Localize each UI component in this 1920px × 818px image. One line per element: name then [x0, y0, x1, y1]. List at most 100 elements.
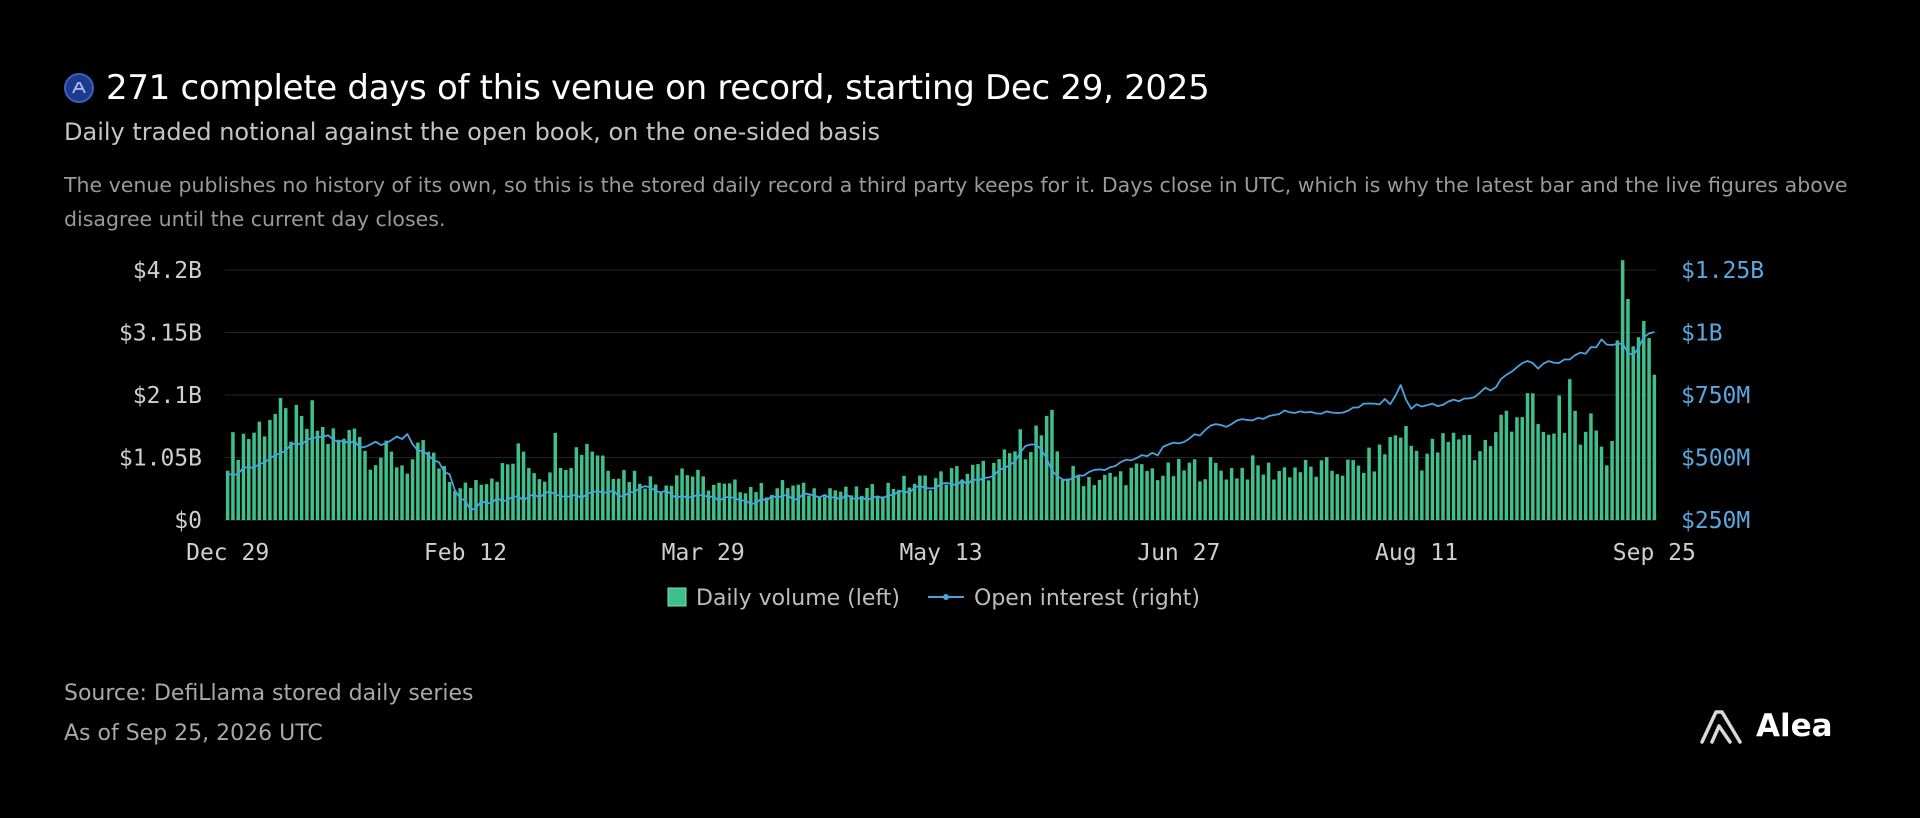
volume-bar: [1383, 454, 1387, 520]
volume-bar: [1499, 414, 1503, 520]
legend-oi-label: Open interest (right): [974, 586, 1200, 611]
chart-footer: Source: DefiLlama stored daily series As…: [64, 674, 474, 754]
volume-bar: [960, 480, 964, 520]
volume-bar: [918, 475, 922, 520]
volume-bar: [854, 486, 859, 520]
volume-bar: [384, 440, 388, 520]
volume-bar: [606, 470, 610, 520]
volume-bar: [1578, 444, 1583, 520]
volume-bar: [738, 492, 742, 520]
volume-bar: [632, 470, 637, 520]
volume-bar: [622, 470, 626, 520]
volume-bar: [648, 476, 653, 520]
volume-bar: [1023, 459, 1028, 520]
volume-bar: [1261, 474, 1266, 520]
volume-bar: [331, 428, 336, 520]
volume-bar: [447, 481, 452, 520]
volume-bar: [1235, 478, 1239, 520]
volume-bar: [373, 465, 378, 520]
volume-bar: [886, 482, 890, 520]
volume-bar: [252, 432, 256, 520]
venue-logo-icon: [64, 73, 94, 103]
alea-logo-icon: [1700, 710, 1742, 744]
volume-bar: [1346, 459, 1350, 520]
volume-bar: [1118, 471, 1123, 520]
volume-bar: [659, 492, 663, 520]
volume-bar: [775, 488, 779, 520]
volume-bar: [294, 404, 299, 520]
volume-bar: [1002, 449, 1007, 520]
legend-volume-swatch: [667, 587, 687, 607]
volume-bar: [1219, 470, 1223, 520]
x-tick-label: Aug 11: [1375, 540, 1458, 566]
volume-bar: [1108, 472, 1112, 520]
title-row: 271 complete days of this venue on recor…: [64, 64, 1864, 112]
volume-bar: [770, 494, 774, 520]
volume-bar: [305, 428, 309, 520]
volume-bar: [1335, 474, 1340, 520]
volume-bar: [532, 473, 536, 520]
volume-bar: [727, 483, 732, 520]
volume-bar: [241, 433, 246, 520]
volume-bars: [225, 260, 1657, 520]
volume-bar: [1314, 476, 1318, 520]
volume-bar: [511, 463, 515, 520]
volume-bar: [1483, 440, 1488, 520]
volume-bar: [828, 488, 832, 520]
volume-bar: [1198, 481, 1202, 520]
volume-bar: [844, 486, 848, 520]
legend-volume-label: Daily volume (left): [696, 586, 900, 611]
x-tick-label: May 13: [899, 540, 982, 566]
volume-bar: [585, 443, 589, 520]
volume-bar: [1356, 465, 1361, 520]
volume-bar: [1509, 431, 1514, 520]
volume-bar: [712, 484, 716, 520]
volume-bar: [1446, 441, 1451, 520]
volume-bar: [315, 430, 320, 520]
volume-bar: [1055, 451, 1059, 520]
volume-bar: [933, 478, 938, 520]
volume-bar: [1140, 464, 1144, 520]
volume-bar: [791, 485, 795, 520]
volume-bar: [1208, 457, 1213, 520]
volume-bar: [601, 455, 605, 520]
volume-bar: [955, 466, 959, 520]
volume-bar: [1451, 432, 1456, 520]
volume-bar: [1361, 472, 1366, 520]
volume-bar: [1044, 415, 1049, 520]
volume-bar: [1372, 471, 1377, 520]
volume-bar: [902, 475, 906, 520]
volume-bar: [1594, 430, 1598, 520]
volume-bar: [231, 432, 235, 520]
volume-bar: [1441, 433, 1445, 520]
volume-bar: [1351, 460, 1355, 520]
volume-bar: [1626, 299, 1630, 520]
volume-bar: [638, 483, 642, 520]
volume-bar: [236, 459, 240, 520]
volume-bar: [1293, 467, 1297, 520]
volume-bar: [1161, 475, 1165, 520]
volume-bar: [1340, 475, 1345, 520]
volume-bar: [299, 415, 304, 520]
volume-bar: [468, 487, 473, 520]
volume-bar: [1536, 424, 1540, 520]
volume-bar: [1525, 393, 1530, 520]
right-tick-label: $500M: [1681, 446, 1750, 472]
volume-bar: [1398, 437, 1403, 520]
volume-bar: [347, 430, 351, 520]
volume-bar: [690, 476, 695, 520]
volume-bar: [1251, 455, 1255, 520]
volume-bar: [262, 436, 267, 520]
volume-bar: [981, 460, 986, 520]
source-note: Source: DefiLlama stored daily series: [64, 681, 474, 706]
left-tick-label: $0: [174, 508, 202, 534]
volume-bar: [1599, 446, 1604, 520]
volume-bar: [1583, 431, 1588, 520]
volume-bar: [1494, 432, 1498, 520]
volume-bar: [949, 468, 954, 520]
volume-bar: [1229, 468, 1234, 520]
volume-bar: [284, 408, 288, 520]
volume-bar: [823, 496, 827, 520]
volume-bar: [669, 485, 674, 520]
chart-description: The venue publishes no history of its ow…: [64, 173, 1848, 231]
